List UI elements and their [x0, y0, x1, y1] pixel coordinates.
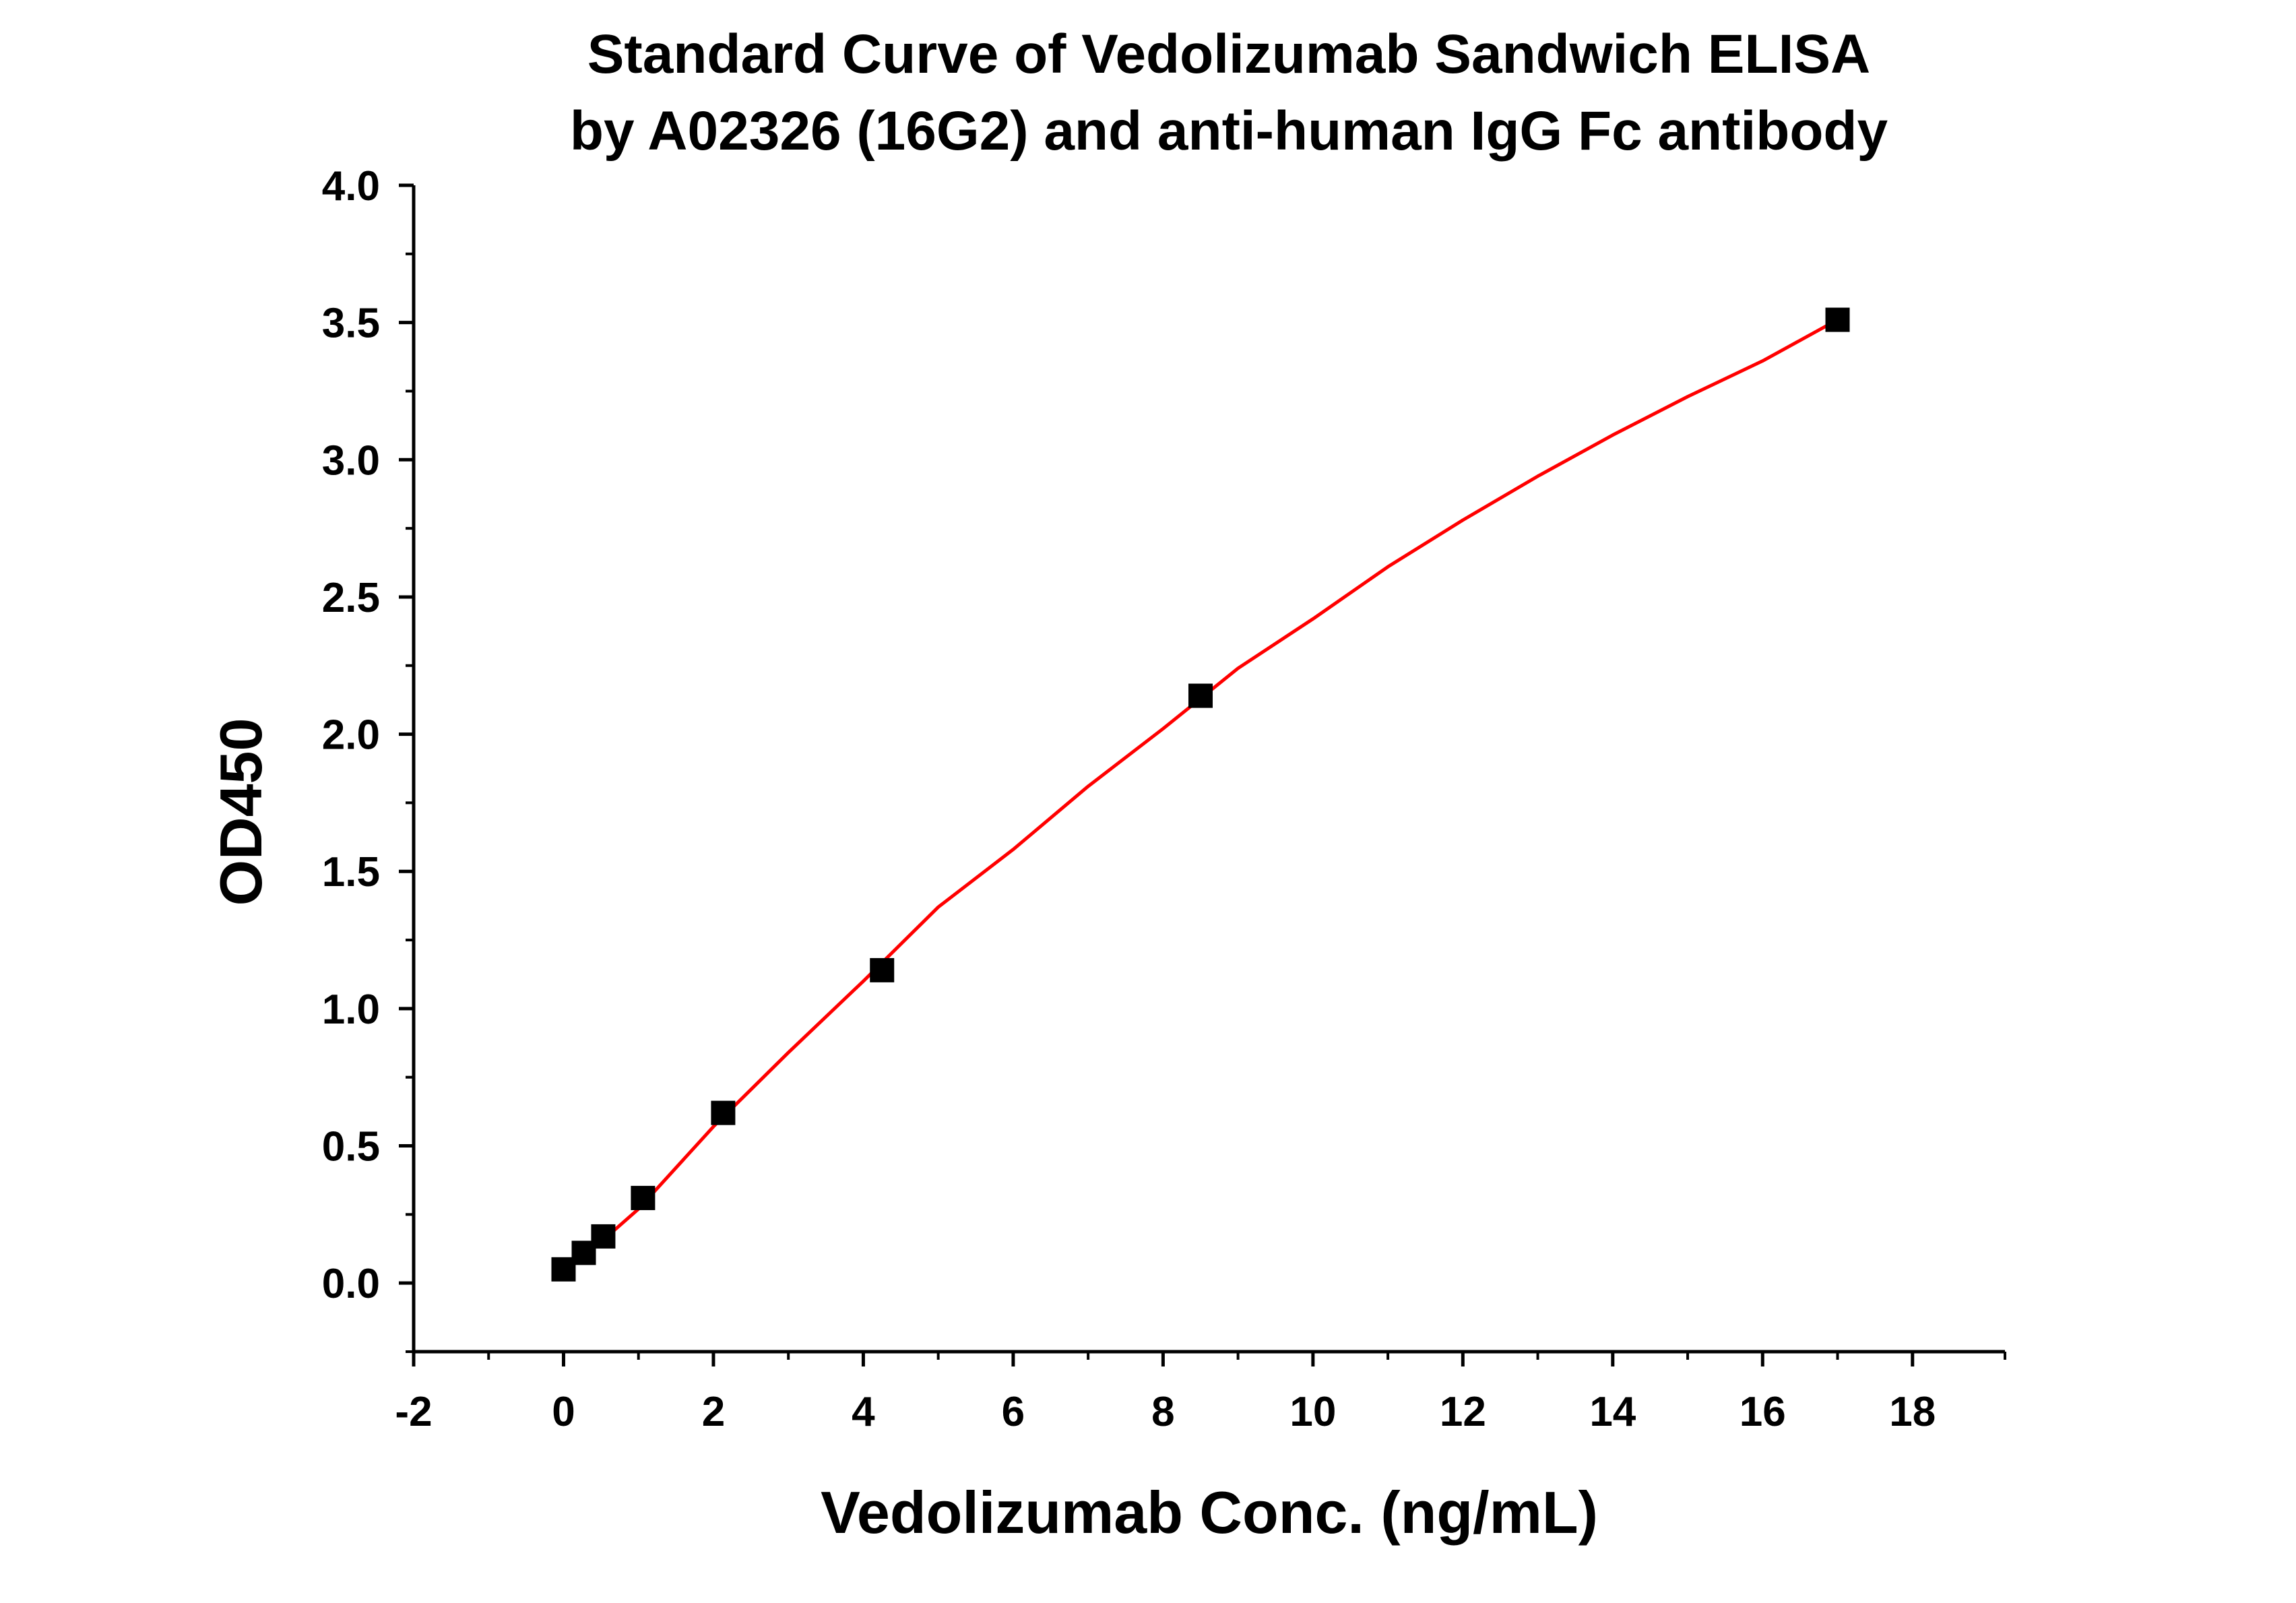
data-point: [1825, 307, 1850, 332]
data-point: [711, 1100, 736, 1125]
axes: [412, 185, 2005, 1354]
y-axis-tick-labels: 0.0 0.5 1.0 1.5 2.0 2.5 3.0 3.5 4.0: [322, 163, 380, 1307]
data-point: [591, 1224, 616, 1249]
chart-title-line-1: Standard Curve of Vedolizumab Sandwich E…: [587, 24, 1871, 85]
data-point: [870, 957, 895, 982]
y-tick-label: 1.5: [322, 849, 380, 895]
y-tick-label: 4.0: [322, 163, 380, 210]
y-tick-label: 3.0: [322, 437, 380, 484]
x-tick-label: 4: [852, 1389, 875, 1435]
x-axis-tick-labels: -2 0 2 4 6 8 10 12 14 16 18: [395, 1389, 1936, 1435]
data-point: [551, 1257, 576, 1282]
x-tick-label: 6: [1002, 1389, 1025, 1435]
x-tick-label: 8: [1151, 1389, 1174, 1435]
chart-title-line-2: by A02326 (16G2) and anti-human IgG Fc a…: [570, 100, 1888, 162]
x-tick-label: 0: [552, 1389, 575, 1435]
y-tick-label: 0.0: [322, 1261, 380, 1307]
x-axis-label: Vedolizumab Conc. (ng/mL): [821, 1479, 1598, 1546]
data-point: [631, 1185, 656, 1210]
y-tick-label: 1.0: [322, 986, 380, 1033]
y-tick-label: 2.0: [322, 712, 380, 759]
fit-curve-line: [561, 318, 1840, 1274]
x-tick-label: 16: [1740, 1389, 1786, 1435]
data-point: [1188, 683, 1213, 708]
x-tick-label: 12: [1440, 1389, 1486, 1435]
x-axis-ticks: [412, 1352, 2006, 1366]
x-tick-label: 2: [702, 1389, 725, 1435]
data-points: [551, 307, 1850, 1282]
y-tick-label: 0.5: [322, 1124, 380, 1170]
x-tick-label: 14: [1589, 1389, 1636, 1435]
y-axis-ticks: [399, 183, 414, 1353]
x-tick-label: 10: [1289, 1389, 1336, 1435]
y-axis-label: OD450: [208, 718, 274, 906]
y-tick-label: 2.5: [322, 575, 380, 621]
x-tick-label: -2: [395, 1389, 432, 1435]
plot-area: [551, 307, 1850, 1282]
y-tick-label: 3.5: [322, 301, 380, 347]
x-tick-label: 18: [1889, 1389, 1936, 1435]
chart-title: Standard Curve of Vedolizumab Sandwich E…: [570, 24, 1888, 162]
